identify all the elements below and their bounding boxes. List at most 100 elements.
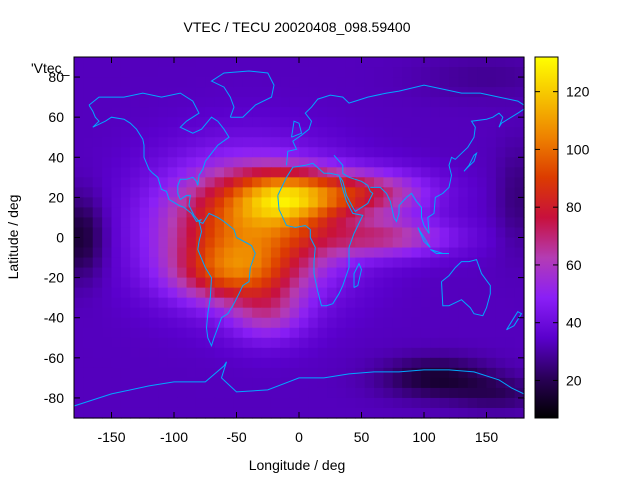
- heatmap-cell: [420, 407, 431, 419]
- heatmap-cell: [308, 347, 319, 359]
- heatmap-cell: [364, 377, 375, 389]
- heatmap-cell: [439, 77, 450, 88]
- heatmap-cell: [130, 327, 141, 339]
- heatmap-cell: [299, 287, 309, 299]
- heatmap-cell: [130, 277, 141, 289]
- heatmap-cell: [83, 237, 94, 249]
- heatmap-cell: [139, 177, 150, 188]
- heatmap-cell: [205, 307, 216, 319]
- heatmap-cell: [177, 387, 188, 399]
- heatmap-cell: [252, 107, 263, 118]
- heatmap-cell: [270, 67, 281, 78]
- heatmap-cell: [383, 67, 394, 78]
- heatmap-cell: [92, 357, 103, 369]
- heatmap-cell: [92, 247, 103, 259]
- heatmap-cell: [289, 57, 300, 68]
- heatmap-cell: [167, 287, 178, 299]
- heatmap-cell: [195, 87, 206, 98]
- heatmap-cell: [195, 297, 206, 309]
- heatmap-cell: [411, 147, 422, 158]
- heatmap-cell: [505, 97, 516, 108]
- heatmap-cell: [289, 277, 300, 289]
- heatmap-cell: [158, 317, 169, 329]
- heatmap-cell: [139, 167, 150, 178]
- heatmap-cell: [374, 127, 384, 138]
- heatmap-cell: [92, 107, 103, 118]
- heatmap-cell: [355, 357, 366, 369]
- heatmap-cell: [280, 327, 291, 339]
- heatmap-cell: [383, 387, 394, 399]
- x-tick-label: 50: [354, 429, 370, 445]
- heatmap-cell: [205, 297, 216, 309]
- heatmap-cell: [430, 187, 441, 198]
- heatmap-cell: [139, 337, 150, 349]
- heatmap-cell: [111, 67, 122, 78]
- heatmap-cell: [514, 217, 525, 229]
- heatmap-cell: [336, 87, 347, 98]
- heatmap-cell: [289, 167, 300, 178]
- heatmap-cell: [149, 107, 159, 118]
- heatmap-cell: [495, 397, 506, 409]
- heatmap-cell: [402, 337, 413, 349]
- heatmap-cell: [130, 347, 141, 359]
- heatmap-cell: [299, 227, 309, 239]
- heatmap-cell: [430, 97, 441, 108]
- heatmap-cell: [120, 127, 131, 138]
- heatmap-cell: [317, 367, 328, 379]
- heatmap-cell: [205, 327, 216, 339]
- heatmap-cell: [392, 257, 403, 269]
- heatmap-cell: [449, 247, 459, 259]
- heatmap-cell: [477, 207, 488, 219]
- heatmap-cell: [458, 97, 469, 108]
- heatmap-cell: [280, 197, 291, 209]
- heatmap-cell: [224, 367, 234, 379]
- heatmap-cell: [327, 387, 338, 399]
- heatmap-cell: [74, 97, 84, 108]
- heatmap-cell: [317, 287, 328, 299]
- heatmap-cell: [92, 57, 103, 68]
- heatmap-cell: [224, 107, 234, 118]
- heatmap-cell: [214, 397, 225, 409]
- heatmap-cell: [411, 87, 422, 98]
- heatmap-cell: [430, 297, 441, 309]
- heatmap-cell: [205, 317, 216, 329]
- heatmap-cell: [139, 87, 150, 98]
- heatmap-cell: [167, 77, 178, 88]
- heatmap-cell: [242, 67, 253, 78]
- heatmap-cell: [514, 247, 525, 259]
- heatmap-cell: [167, 57, 178, 68]
- heatmap-cell: [383, 257, 394, 269]
- heatmap-cell: [317, 137, 328, 148]
- heatmap-cell: [458, 267, 469, 279]
- heatmap-cell: [186, 177, 197, 188]
- heatmap-cell: [167, 107, 178, 118]
- heatmap-cell: [374, 77, 384, 88]
- heatmap-cell: [336, 277, 347, 289]
- heatmap-cell: [261, 107, 272, 118]
- heatmap-cell: [345, 217, 356, 229]
- heatmap-cell: [74, 137, 84, 148]
- heatmap-cell: [308, 247, 319, 259]
- heatmap-cell: [458, 187, 469, 198]
- heatmap-cell: [83, 77, 94, 88]
- heatmap-cell: [392, 157, 403, 168]
- heatmap-cell: [177, 407, 188, 419]
- heatmap-cell: [327, 187, 338, 198]
- heatmap-cell: [383, 117, 394, 128]
- heatmap-cell: [74, 67, 84, 78]
- heatmap-cell: [120, 197, 131, 209]
- heatmap-cell: [92, 67, 103, 78]
- heatmap-cell: [130, 97, 141, 108]
- heatmap-cell: [242, 157, 253, 168]
- heatmap-cell: [355, 97, 366, 108]
- heatmap-cell: [120, 297, 131, 309]
- heatmap-cell: [317, 67, 328, 78]
- heatmap-cell: [92, 297, 103, 309]
- heatmap-cell: [177, 177, 188, 188]
- heatmap-cell: [420, 277, 431, 289]
- heatmap-cell: [402, 327, 413, 339]
- heatmap-cell: [130, 57, 141, 68]
- heatmap-cell: [111, 57, 122, 68]
- heatmap-cell: [120, 287, 131, 299]
- heatmap-cell: [374, 157, 384, 168]
